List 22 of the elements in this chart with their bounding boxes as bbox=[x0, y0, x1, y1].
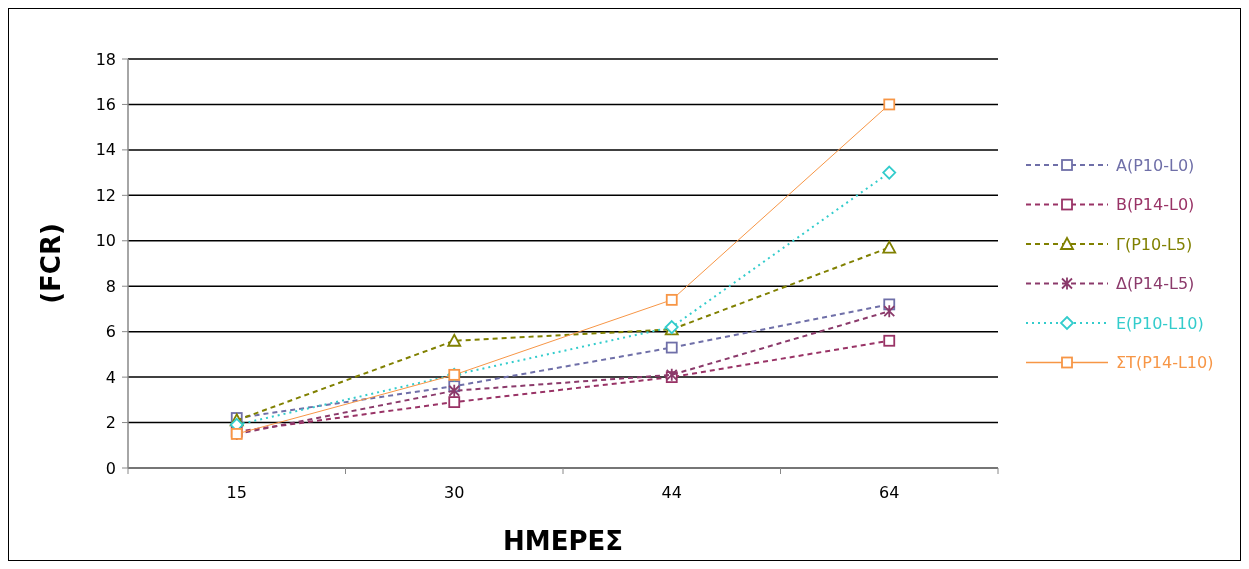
y-tick-label: 14 bbox=[95, 140, 116, 160]
x-tick-label: 64 bbox=[879, 483, 900, 502]
text: E(P10-L10) bbox=[1116, 313, 1204, 333]
y-tick-label: 4 bbox=[105, 367, 116, 387]
text: Γ(P10-L5) bbox=[1116, 234, 1193, 254]
x-tick-label: 30 bbox=[444, 483, 465, 502]
y-tick-label: 0 bbox=[105, 458, 116, 478]
y-tick-label: 10 bbox=[95, 231, 116, 251]
text: Δ(P14-L5) bbox=[1116, 274, 1195, 294]
x-tick-label: 44 bbox=[661, 483, 682, 502]
y-tick-label: 6 bbox=[105, 322, 116, 342]
text: A(P10-L0) bbox=[1116, 155, 1195, 175]
y-tick-label: 12 bbox=[95, 185, 116, 205]
x-axis-title: ΗΜΕΡΕΣ bbox=[503, 526, 623, 556]
y-tick-label: 2 bbox=[105, 413, 116, 433]
text: B(P14-L0) bbox=[1116, 195, 1195, 215]
x-tick-label: 15 bbox=[226, 483, 247, 502]
y-tick-label: 16 bbox=[95, 95, 116, 115]
text: ΣT(P14-L10) bbox=[1116, 353, 1214, 373]
y-tick-label: 8 bbox=[105, 276, 116, 296]
y-tick-label: 18 bbox=[95, 49, 116, 69]
y-axis-title: (FCR) bbox=[36, 223, 66, 304]
